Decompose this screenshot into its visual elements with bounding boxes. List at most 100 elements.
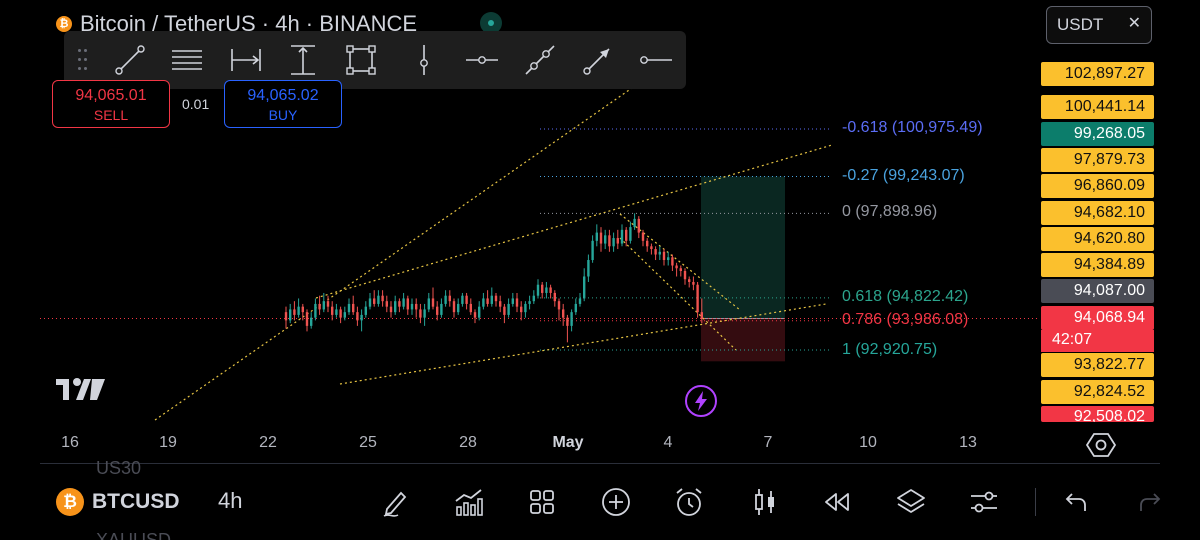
chart-type-icon[interactable] [748, 485, 782, 519]
candle-body [465, 295, 468, 304]
price-label: 94,682.10 [1041, 201, 1154, 225]
date-range-icon[interactable] [226, 40, 266, 80]
candle-body [499, 301, 502, 307]
price-label: 99,268.05 [1041, 122, 1154, 146]
candle-body [406, 298, 409, 310]
candle-body [696, 284, 699, 313]
candle-body [389, 306, 393, 313]
price-label: 97,879.73 [1041, 148, 1154, 172]
candle-body [331, 306, 334, 315]
currency-select[interactable]: USDT ✕ [1046, 6, 1152, 44]
add-icon[interactable] [599, 485, 633, 519]
candle-body [360, 314, 363, 321]
drag-handle-icon[interactable] [78, 49, 88, 71]
candle-body [297, 306, 300, 315]
sell-button[interactable]: 94,065.01 SELL [52, 80, 170, 128]
time-tick: 28 [459, 434, 477, 451]
candle-body [314, 303, 317, 318]
candle-body [448, 295, 451, 302]
candle-body [398, 301, 401, 307]
candle-body [591, 240, 594, 261]
time-tick: 7 [763, 434, 773, 451]
candle-body [692, 281, 695, 285]
price-label: 94,087.00 [1041, 279, 1154, 303]
candle-body [625, 229, 628, 241]
candle-body [419, 309, 422, 318]
candle-body [637, 218, 640, 233]
undo-icon[interactable] [1058, 485, 1092, 519]
candle-body [490, 295, 493, 304]
indicators-icon[interactable] [452, 485, 486, 519]
candle-body [482, 298, 485, 307]
fib-level-label: 0.618 (94,822.42) [842, 288, 969, 305]
fib-level-label: 0.786 (93,986.08) [842, 311, 969, 328]
candle-body [604, 235, 607, 244]
arrow-icon[interactable] [578, 40, 618, 80]
candle-body [616, 238, 619, 244]
buy-button[interactable]: 94,065.02 BUY [224, 80, 342, 128]
candle-body [305, 312, 309, 326]
watchlist-prev-symbol[interactable]: US30 [96, 458, 142, 478]
time-tick: 19 [159, 434, 177, 451]
candle-body [650, 246, 653, 250]
price-label: 94,384.89 [1041, 253, 1154, 277]
watchlist-next-symbol[interactable]: XAUUSD [96, 530, 172, 540]
candle-body [284, 312, 288, 321]
alert-icon[interactable] [672, 485, 706, 519]
candle-body [326, 301, 330, 307]
candle-body [671, 257, 674, 266]
buy-price: 94,065.02 [247, 87, 319, 104]
candle-body [352, 303, 355, 313]
candle-body [444, 295, 447, 304]
candle-body [410, 303, 414, 310]
candle-body [339, 309, 342, 318]
candle-body [646, 240, 649, 247]
price-label: 100,441.14 [1041, 95, 1154, 119]
candle-body [415, 303, 418, 310]
vertical-line-icon[interactable] [404, 40, 444, 80]
candle-body [566, 317, 569, 326]
candle-body [301, 306, 304, 313]
parallel-channel-icon[interactable] [167, 40, 207, 80]
close-icon[interactable]: ✕ [1127, 15, 1141, 32]
price-range-icon[interactable] [283, 40, 323, 80]
candle-body [675, 265, 678, 269]
price-label: 94,620.80 [1041, 227, 1154, 251]
chart-settings-icon[interactable] [1084, 428, 1118, 462]
horizontal-line-icon[interactable] [636, 40, 676, 80]
candle-body [494, 295, 498, 302]
trend-line-icon[interactable] [110, 40, 150, 80]
layouts-icon[interactable] [525, 485, 559, 519]
lightning-icon[interactable] [684, 384, 718, 418]
loss-zone [701, 318, 785, 362]
candle-body [461, 295, 464, 304]
rectangle-icon[interactable] [341, 40, 381, 80]
candle-body [679, 268, 682, 272]
replay-icon[interactable] [820, 485, 854, 519]
settings-sliders-icon[interactable] [967, 485, 1001, 519]
candle-body [289, 309, 292, 321]
buy-label: BUY [268, 107, 298, 123]
candle-body [658, 251, 661, 255]
redo-icon[interactable] [1134, 485, 1168, 519]
candle-body [478, 306, 481, 318]
fib-level-label: 1 (92,920.75) [842, 341, 938, 358]
price-label: 92,508.02 [1041, 406, 1154, 422]
sell-label: SELL [93, 107, 129, 123]
pencil-icon[interactable] [379, 485, 413, 519]
info-line-icon[interactable] [520, 40, 560, 80]
candle-body [507, 303, 510, 315]
market-status-icon[interactable] [480, 12, 502, 34]
interval-button[interactable]: 4h [218, 488, 243, 513]
symbol-name: BTCUSD [92, 490, 180, 513]
symbol-selector[interactable]: ₿ BTCUSD [56, 488, 227, 516]
candle-body [381, 295, 384, 302]
candle-body [452, 301, 456, 313]
candle-body [700, 312, 703, 319]
horizontal-ray-icon[interactable] [462, 40, 502, 80]
candle-body [293, 309, 296, 315]
candle-body [641, 232, 645, 241]
bitcoin-icon: ₿ [56, 16, 72, 32]
layers-icon[interactable] [894, 485, 928, 519]
